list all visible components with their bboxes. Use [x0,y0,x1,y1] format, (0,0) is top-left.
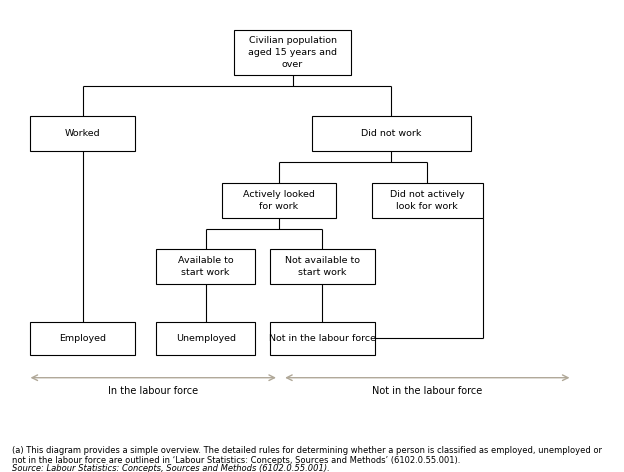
Bar [156,322,255,355]
Bar [222,183,336,218]
Bar [156,249,255,285]
Text: Available to
start work: Available to start work [178,256,233,277]
Text: Did not actively
look for work: Did not actively look for work [390,190,465,211]
Text: Not available to
start work: Not available to start work [285,256,360,277]
Bar [372,183,483,218]
Text: (a) This diagram provides a simple overview. The detailed rules for determining : (a) This diagram provides a simple overv… [12,446,603,465]
Text: Civilian population
aged 15 years and
over: Civilian population aged 15 years and ov… [248,36,337,68]
Bar [312,116,470,151]
Text: Employed: Employed [59,334,106,343]
Text: In the labour force: In the labour force [108,386,198,396]
Text: Unemployed: Unemployed [176,334,236,343]
Bar [31,116,135,151]
Text: Did not work: Did not work [361,129,422,138]
Text: Not in the labour force: Not in the labour force [269,334,376,343]
Bar [270,322,375,355]
Text: Not in the labour force: Not in the labour force [373,386,483,396]
Bar [270,249,375,285]
Text: Worked: Worked [65,129,100,138]
Text: Actively looked
for work: Actively looked for work [243,190,315,211]
Bar [31,322,135,355]
Text: Source: Labour Statistics: Concepts, Sources and Methods (6102.0.55.001).: Source: Labour Statistics: Concepts, Sou… [12,464,330,472]
Bar [234,30,351,75]
